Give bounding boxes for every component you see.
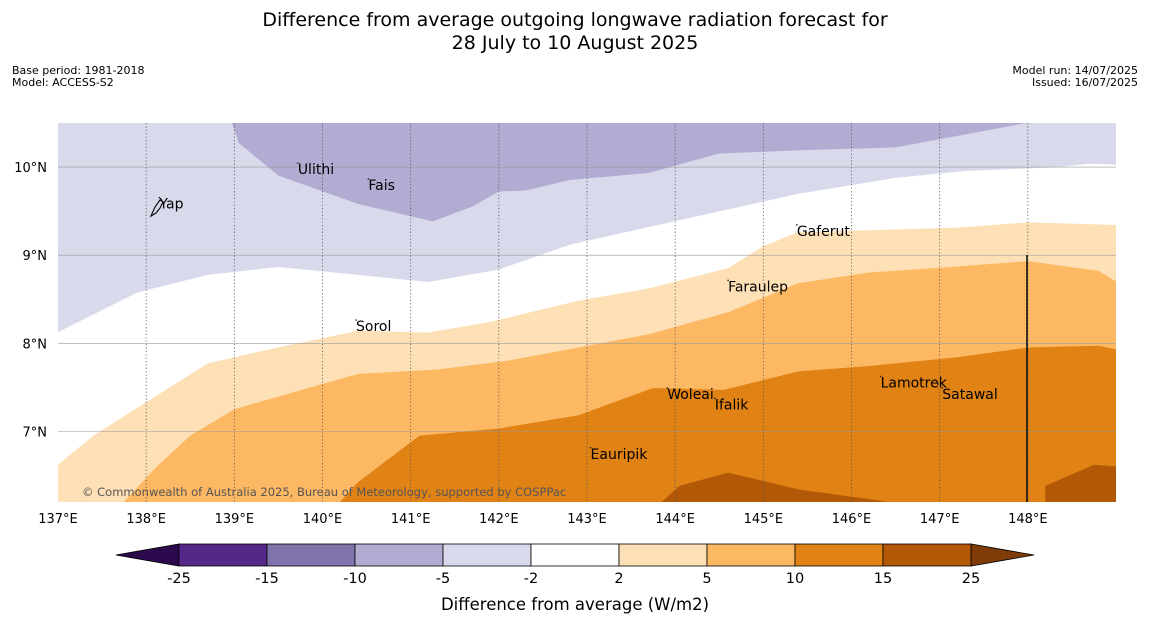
- place-label-gaferut: Gaferut: [797, 224, 851, 240]
- base-period: Base period: 1981-2018: [12, 64, 145, 77]
- plot-area: Ulithi Fais Yap Gaferut Faraulep Sorol Lamotre…: [58, 123, 1116, 502]
- colorbar-segment: [442, 543, 532, 567]
- island-marker: [796, 224, 798, 226]
- colorbar-segment: [882, 543, 972, 567]
- x-tick-label: 140°E: [303, 512, 343, 527]
- x-tick-label: 139°E: [215, 512, 255, 527]
- y-tick-label: 7°N: [23, 425, 48, 440]
- colorbar-tick-label: 2: [614, 571, 623, 587]
- colorbar-tick-label: -5: [436, 571, 450, 587]
- island-marker: [879, 375, 882, 378]
- place-label-eauripik: Eauripik: [591, 447, 649, 463]
- colorbar: -25 -15 -10 -5 -2 2 5 10 15 25: [115, 543, 1035, 587]
- contour-band-15-to-25-6: [1045, 464, 1116, 502]
- colorbar-tick-label: -15: [255, 571, 279, 587]
- place-labels: Ulithi Fais Yap Gaferut Faraulep Sorol Lamotre…: [149, 162, 998, 463]
- x-tick-label: 137°E: [38, 512, 78, 527]
- x-tick-label: 144°E: [655, 512, 695, 527]
- colorbar-under-arrow: [115, 543, 180, 567]
- place-label-sorol: Sorol: [356, 319, 391, 335]
- colorbar-tick-label: 25: [962, 571, 980, 587]
- x-tick-label: 142°E: [479, 512, 519, 527]
- island-marker: [727, 279, 729, 282]
- copyright-text: © Commonwealth of Australia 2025, Bureau…: [82, 485, 566, 499]
- place-label-yap: Yap: [158, 196, 183, 212]
- place-label-satawal: Satawal: [942, 387, 997, 403]
- place-label-ulithi: Ulithi: [298, 162, 334, 178]
- island-marker: [367, 178, 370, 180]
- place-label-fais: Fais: [368, 178, 395, 194]
- colorbar-segment: [706, 543, 796, 567]
- place-label-woleai: Woleai: [667, 387, 714, 403]
- colorbar-tick-label: -2: [524, 571, 538, 587]
- island-marker: [936, 382, 939, 385]
- x-tick-label: 146°E: [832, 512, 872, 527]
- contour-band--5-to--2-1: [58, 123, 1116, 333]
- meta-right: Model run: 14/07/2025 Issued: 16/07/2025: [1012, 65, 1138, 89]
- model-run: Model run: 14/07/2025: [1012, 64, 1138, 77]
- y-tick-label: 9°N: [23, 249, 48, 264]
- colorbar-over-arrow: [970, 543, 1035, 567]
- island-marker: [714, 397, 716, 400]
- colorbar-segment: [266, 543, 356, 567]
- contour-bands: [58, 123, 1116, 502]
- contour-band-10-to-15-4: [339, 345, 1116, 502]
- x-tick-label: 147°E: [920, 512, 960, 527]
- colorbar-segment: [354, 543, 444, 567]
- colorbar-segment: [178, 543, 268, 567]
- colorbar-label: Difference from average (W/m2): [441, 595, 709, 614]
- island-marker: [666, 387, 669, 389]
- meta-left: Base period: 1981-2018 Model: ACCESS-S2: [12, 65, 144, 89]
- axes: 137°E 138°E 139°E 140°E 141°E 142°E 143°E 144°E…: [14, 161, 1047, 527]
- colorbar-segment: [794, 543, 884, 567]
- y-tick-label: 8°N: [23, 337, 48, 352]
- yap-island-outline: [149, 199, 164, 218]
- model-name: Model: ACCESS-S2: [12, 76, 114, 89]
- chart-title: Difference from average outgoing longwav…: [0, 9, 1150, 55]
- x-tick-label: 145°E: [744, 512, 784, 527]
- x-tick-label: 148°E: [1008, 512, 1048, 527]
- island-marker: [355, 319, 357, 321]
- x-tick-label: 138°E: [126, 512, 166, 527]
- place-label-faraulep: Faraulep: [728, 279, 788, 295]
- x-tick-label: 143°E: [567, 512, 607, 527]
- colorbar-tick-label: -10: [343, 571, 367, 587]
- place-label-lamotrek: Lamotrek: [881, 375, 948, 391]
- colorbar-tick-label: 10: [786, 571, 804, 587]
- contour-band-15-to-25-5: [661, 472, 887, 502]
- title-line-2: 28 July to 10 August 2025: [451, 32, 699, 54]
- colorbar-tick-label: 5: [702, 571, 711, 587]
- colorbar-segment: [618, 543, 708, 567]
- title-line-1: Difference from average outgoing longwav…: [262, 9, 888, 31]
- place-label-ifalik: Ifalik: [715, 397, 749, 413]
- colorbar-tick-label: -25: [167, 571, 191, 587]
- colorbar-tick-label: 15: [874, 571, 892, 587]
- gridlines: [58, 123, 1116, 502]
- x-tick-label: 141°E: [391, 512, 431, 527]
- colorbar-segment: [530, 543, 620, 567]
- island-marker: [158, 196, 161, 199]
- issued-date: Issued: 16/07/2025: [1031, 76, 1138, 89]
- island-marker: [941, 387, 944, 389]
- y-tick-label: 10°N: [14, 161, 47, 176]
- island-marker: [589, 447, 592, 449]
- island-marker: [297, 162, 299, 164]
